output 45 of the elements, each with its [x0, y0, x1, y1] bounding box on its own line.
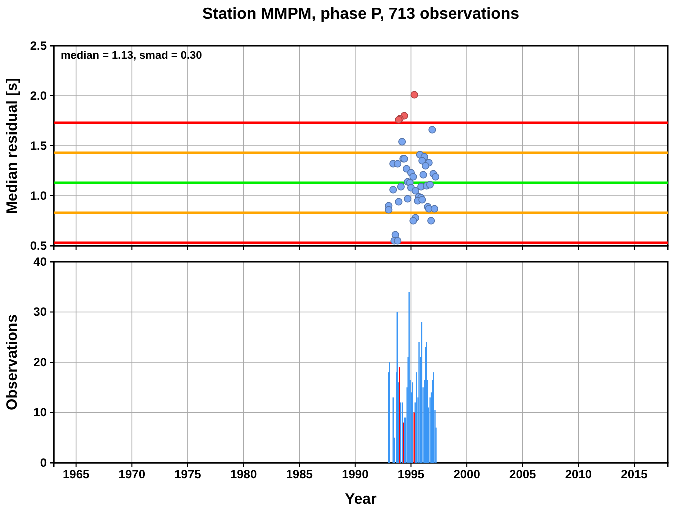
x-tick-label: 1985: [286, 468, 314, 482]
x-tick-label: 1980: [230, 468, 258, 482]
y-tick-label: 0.5: [30, 238, 48, 253]
y-axis-title: Median residual [s]: [4, 78, 21, 214]
x-tick-label: 1970: [118, 468, 146, 482]
point: [385, 206, 393, 214]
point: [420, 171, 428, 179]
x-tick-label: 1990: [342, 468, 370, 482]
y-tick-label: 10: [34, 406, 48, 420]
x-tick-label: 2010: [565, 468, 592, 482]
point: [394, 237, 402, 245]
x-tick-label: 1975: [174, 468, 202, 482]
x-tick-label: 1965: [62, 468, 90, 482]
x-tick-label: 2000: [454, 468, 481, 482]
point: [428, 217, 436, 225]
point: [398, 138, 406, 146]
y-tick-label: 40: [34, 254, 48, 269]
y-tick-label: 1.0: [30, 188, 48, 203]
x-tick-label: 2005: [510, 468, 537, 482]
point: [428, 126, 436, 134]
y-tick-label: 20: [34, 355, 48, 370]
point: [426, 181, 434, 189]
point: [422, 162, 430, 170]
y-tick-label: 30: [34, 305, 48, 320]
point: [412, 187, 420, 195]
point: [397, 183, 405, 191]
x-tick-label: 1995: [398, 468, 425, 482]
chart-title: Station MMPM, phase P, 713 observations: [202, 6, 520, 23]
point: [390, 186, 398, 194]
point: [395, 198, 403, 206]
point: [410, 91, 418, 99]
y-tick-label: 2.0: [30, 88, 48, 103]
y-tick-label: 2.5: [30, 38, 48, 53]
point: [432, 173, 440, 181]
point: [410, 217, 418, 225]
annotation: median = 1.13, smad = 0.30: [61, 50, 202, 62]
point: [404, 195, 412, 203]
point: [394, 160, 402, 168]
x-axis-title: Year: [345, 491, 378, 508]
y-tick-label: 0: [40, 456, 48, 470]
y-tick-label: 1.5: [30, 138, 48, 153]
x-tick-label: 2015: [621, 468, 648, 482]
y-axis-title: Observations: [4, 314, 21, 410]
point: [430, 205, 438, 213]
point: [410, 173, 418, 181]
